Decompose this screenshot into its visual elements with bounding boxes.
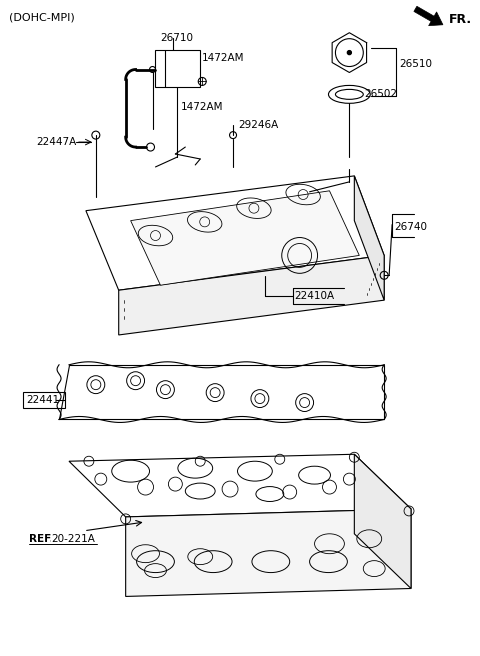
Text: 22441: 22441 (26, 394, 60, 405)
Polygon shape (414, 7, 443, 26)
Text: (DOHC-MPI): (DOHC-MPI) (9, 13, 75, 23)
Polygon shape (119, 255, 384, 335)
Bar (23, 392, 65, 407)
Polygon shape (59, 365, 384, 419)
Polygon shape (69, 454, 411, 517)
Polygon shape (126, 509, 411, 596)
Text: 1472AM: 1472AM (180, 102, 223, 112)
Text: 26502: 26502 (364, 89, 397, 99)
Polygon shape (354, 454, 411, 588)
Text: 26710: 26710 (160, 33, 193, 43)
Text: FR.: FR. (449, 13, 472, 26)
Text: 1472AM: 1472AM (202, 52, 245, 62)
Polygon shape (86, 176, 384, 290)
Polygon shape (354, 176, 384, 300)
Circle shape (348, 51, 351, 54)
Bar (156, 50, 200, 87)
Text: 22447A: 22447A (36, 137, 76, 147)
Text: REF.: REF. (29, 534, 54, 544)
Text: 22410A: 22410A (295, 291, 335, 301)
Text: 26740: 26740 (394, 222, 427, 232)
Polygon shape (131, 191, 360, 285)
Text: 29246A: 29246A (238, 120, 278, 130)
Text: 20-221A: 20-221A (51, 534, 95, 544)
Text: 26510: 26510 (399, 59, 432, 69)
